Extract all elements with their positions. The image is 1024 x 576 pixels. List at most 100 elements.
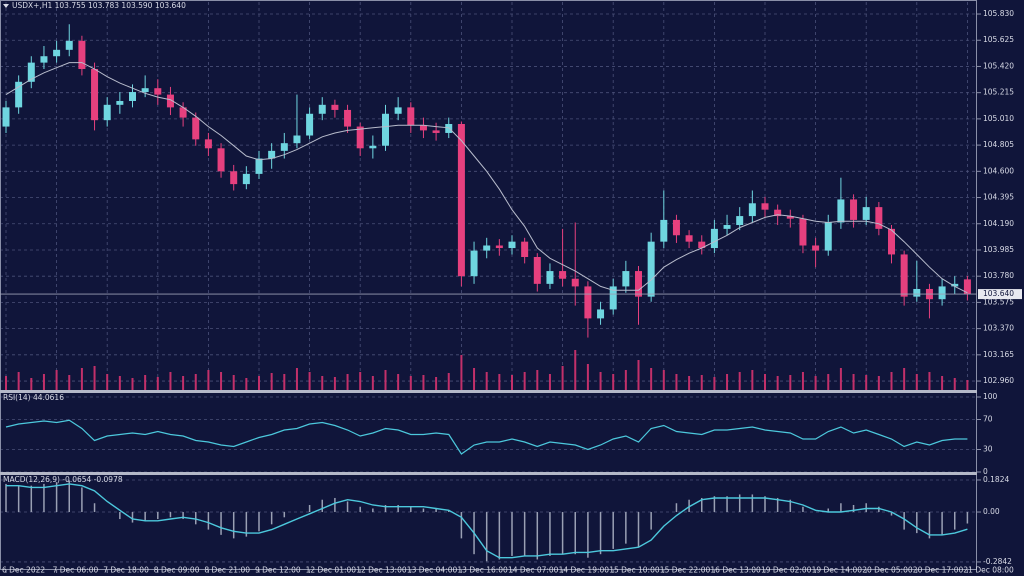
volume-bar	[156, 377, 159, 390]
candle-body	[938, 286, 946, 300]
candle-body	[306, 113, 314, 136]
y-tick-label: 104.600	[983, 166, 1014, 175]
volume-bar	[801, 372, 804, 390]
chart-title: USDX+,H1 103.755 103.783 103.590 103.640	[12, 1, 186, 10]
volume-bar	[776, 376, 779, 390]
macd-bar	[878, 506, 880, 513]
candle-body	[318, 104, 326, 114]
volume-bar	[131, 378, 134, 390]
candle-body	[862, 207, 870, 220]
volume-bar	[941, 376, 944, 390]
candle-body	[457, 124, 465, 277]
volume-bar	[169, 372, 172, 390]
macd-bar	[599, 512, 602, 555]
macd-bar	[713, 496, 716, 513]
volume-bar	[194, 374, 197, 390]
candle-body	[584, 286, 592, 319]
candle-body	[774, 209, 782, 217]
x-tick-label: 15 Dec 22:00	[660, 566, 711, 575]
moving-average	[5, 62, 968, 294]
macd-bar	[68, 480, 70, 513]
macd-bar	[701, 497, 703, 513]
x-tick-label: 16 Dec 13:00	[710, 566, 761, 575]
y-tick-label: 103.780	[983, 271, 1014, 280]
macd-bar	[612, 512, 614, 549]
y-tick-label: 0.1824	[983, 475, 1009, 484]
macd-bar	[561, 512, 564, 555]
macd-bar	[258, 512, 260, 532]
volume-bar	[460, 355, 463, 390]
plot-frame	[0, 0, 977, 570]
volume-bar	[68, 375, 71, 390]
volume-bar	[409, 376, 412, 390]
candle-body	[432, 130, 440, 133]
candle-body	[736, 216, 744, 226]
y-tick-label: 103.165	[983, 350, 1014, 359]
macd-bar	[17, 485, 20, 513]
volume-bar	[106, 374, 109, 390]
volume-bar	[928, 372, 931, 390]
macd-bar	[966, 512, 969, 524]
candle-body	[280, 143, 288, 151]
candle-body	[356, 126, 364, 149]
candle-body	[723, 225, 731, 229]
candle-body	[571, 278, 579, 287]
macd-signal	[6, 483, 968, 559]
macd-bar	[397, 504, 399, 513]
volume-bar	[852, 374, 855, 390]
volume-bar	[915, 374, 918, 390]
macd-bar	[764, 496, 766, 513]
candle-body	[369, 145, 377, 149]
candle-body	[635, 271, 642, 297]
volume-bar	[30, 378, 33, 390]
candle-body	[812, 245, 820, 251]
macd-bar	[245, 512, 248, 537]
volume-bar	[966, 380, 969, 390]
macd-bar	[448, 510, 450, 513]
volume-bar	[688, 376, 691, 390]
volume-bar	[637, 360, 640, 390]
candle-body	[698, 241, 706, 249]
macd-bar	[346, 501, 349, 513]
candle-body	[508, 241, 516, 249]
volume-bar	[447, 373, 450, 390]
volume-bar	[308, 372, 311, 390]
macd-bar	[169, 512, 172, 518]
candle-body	[166, 94, 174, 108]
candle-body	[230, 171, 238, 185]
rsi-title: RSI(14) 44.0616	[3, 393, 64, 402]
x-tick-label: 12 Dec 13:00	[356, 566, 407, 575]
volume-bar	[726, 374, 729, 390]
volume-bar	[258, 376, 260, 390]
x-tick-label: 7 Dec 06:00	[53, 566, 99, 575]
macd-bar	[232, 512, 235, 539]
x-tick-label: 20 Dec 05:00	[862, 566, 913, 575]
volume-bar	[359, 372, 362, 390]
x-tick-label: 14 Dec 19:00	[559, 566, 610, 575]
candle-body	[647, 241, 655, 297]
volume-bar	[624, 370, 627, 390]
macd-bar	[359, 506, 361, 513]
candle-body	[900, 254, 908, 297]
macd-bar	[916, 512, 918, 534]
candle-body	[91, 69, 99, 121]
volume-bar	[17, 372, 20, 390]
macd-bar	[93, 503, 96, 513]
macd-bar	[498, 512, 501, 560]
symbol-menu-icon[interactable]	[3, 4, 9, 8]
candle-body	[660, 219, 668, 242]
candle-body	[103, 104, 111, 121]
macd-bar	[283, 512, 286, 518]
candle-body	[242, 173, 250, 185]
panel-divider	[0, 472, 977, 475]
macd-bar	[852, 504, 855, 513]
volume-bar	[700, 375, 703, 390]
candle-body	[533, 257, 541, 284]
candle-body	[710, 228, 718, 249]
candle-body	[116, 100, 124, 105]
volume-bar	[839, 368, 842, 390]
y-tick-label: 104.805	[983, 140, 1014, 149]
volume-bar	[384, 370, 387, 390]
candle-body	[951, 283, 959, 287]
volume-bar	[144, 375, 147, 390]
